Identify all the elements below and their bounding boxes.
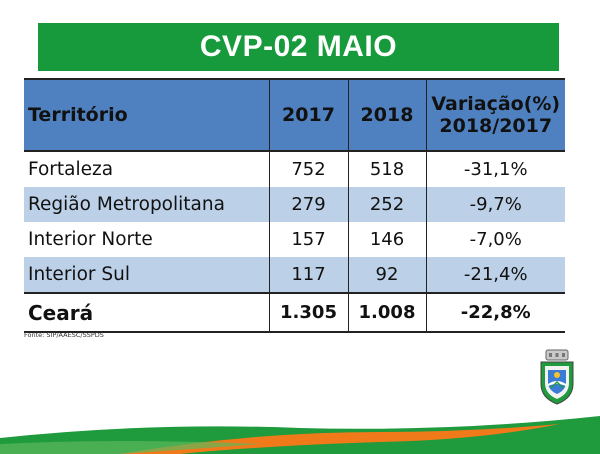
title-banner: CVP-02 MAIO <box>38 23 559 71</box>
cell-2017: 117 <box>268 257 348 293</box>
header-variacao: Variação(%) 2018/2017 <box>425 78 565 152</box>
total-territorio: Ceará <box>24 292 269 333</box>
cell-territorio: Interior Norte <box>28 229 153 250</box>
cell-2018: 146 <box>347 222 426 257</box>
total-2017: 1.305 <box>268 292 348 333</box>
cell-territorio: Interior Sul <box>24 257 269 293</box>
ceara-crest-icon <box>540 349 574 405</box>
header-territorio: Território <box>24 78 269 152</box>
cell-2017: 752 <box>268 151 348 187</box>
data-table: Território 2017 2018 Variação(%) 2018/20… <box>24 78 565 333</box>
cell-2017: 279 <box>268 187 348 222</box>
cell-2018: 252 <box>347 187 426 222</box>
cell-2018: 518 <box>347 151 426 187</box>
cell-2017: 157 <box>268 222 348 257</box>
cell-territorio: Fortaleza <box>28 159 114 180</box>
cell-2018: 92 <box>347 257 426 293</box>
header-2018: 2018 <box>347 78 426 152</box>
total-variacao: -22,8% <box>425 292 565 333</box>
table-total-row: Ceará 1.305 1.008 -22,8% <box>24 292 565 333</box>
total-2018: 1.008 <box>347 292 426 333</box>
cell-variacao: -7,0% <box>425 222 565 257</box>
cell-variacao: -9,7% <box>425 187 565 222</box>
table-row: Região Metropolitana 279 252 -9,7% <box>24 187 565 222</box>
cell-variacao: -21,4% <box>425 257 565 293</box>
page-title: CVP-02 MAIO <box>199 30 398 63</box>
cell-territorio: Região Metropolitana <box>24 187 269 222</box>
table-header-row: Território 2017 2018 Variação(%) 2018/20… <box>24 78 565 152</box>
source-note: Fonte: SIP/AAESC/SSPDS <box>24 331 104 339</box>
table-row: Interior Norte 157 146 -7,0% <box>24 222 565 257</box>
table-row: Fortaleza 752 518 -31,1% <box>24 151 565 187</box>
table-row: Interior Sul 117 92 -21,4% <box>24 257 565 293</box>
cell-variacao: -31,1% <box>425 151 565 187</box>
footer-wave <box>0 416 600 454</box>
header-2017: 2017 <box>268 78 348 152</box>
